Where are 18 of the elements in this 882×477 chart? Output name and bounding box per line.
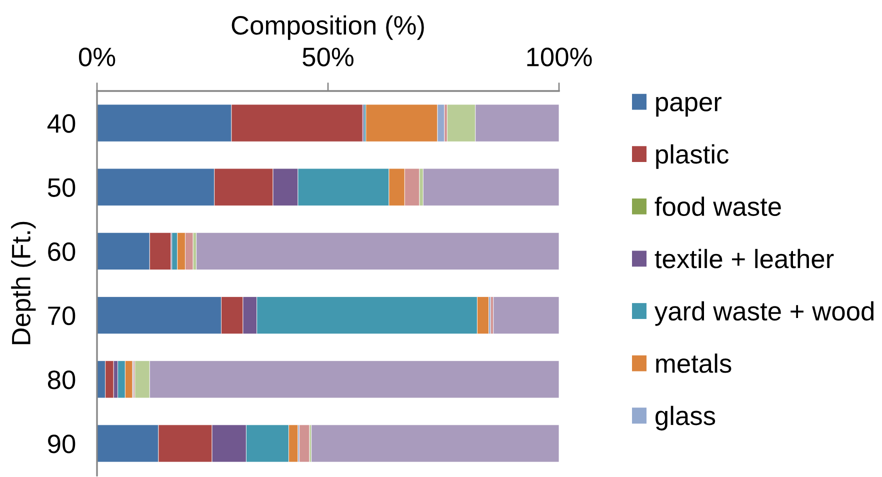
y-tick-label: 60 [48,242,76,262]
y-tick-label: 40 [47,114,76,133]
x-tick-label: 100% [527,48,592,66]
legend-label: food waste [654,196,781,216]
y-tick-label: 80 [48,370,76,390]
y-tick-label: 50 [48,178,76,197]
legend-label: paper [656,96,722,117]
legend-label: metals [656,354,732,373]
legend-label: plastic [656,144,729,169]
x-tick-label: 50% [302,48,354,66]
legend-label: textile + leather [654,248,834,268]
x-axis-title: Composition (%) [232,15,424,40]
legend-label: glass [656,406,716,430]
y-tick-label: 90 [48,434,76,454]
y-axis-title: Depth (Ft.) [11,222,36,344]
y-tick-label: 70 [48,306,76,326]
x-tick-label: 0% [78,48,116,66]
legend-label: yard waste + wood [654,301,874,326]
